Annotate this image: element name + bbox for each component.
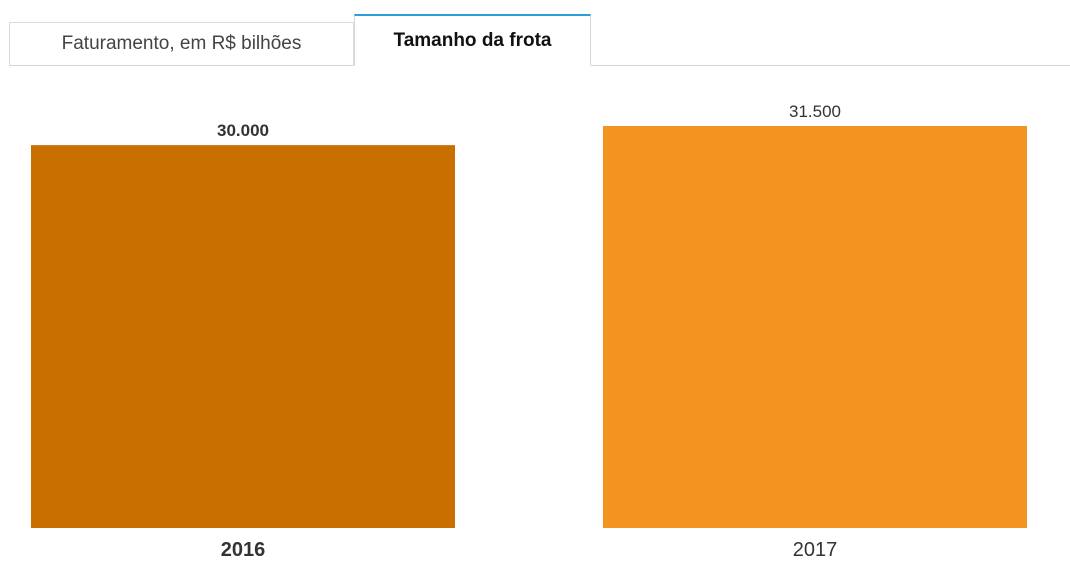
tab-faturamento[interactable]: Faturamento, em R$ bilhões: [9, 22, 354, 65]
bar-2016[interactable]: [31, 145, 455, 528]
category-label-2017: 2017: [793, 539, 838, 561]
category-label-2016: 2016: [221, 539, 266, 561]
value-label-2016: 30.000: [217, 121, 269, 140]
tab-tamanho-da-frota[interactable]: Tamanho da frota: [354, 14, 591, 66]
bar-2017[interactable]: [603, 126, 1027, 528]
value-label-2017: 31.500: [789, 102, 841, 121]
